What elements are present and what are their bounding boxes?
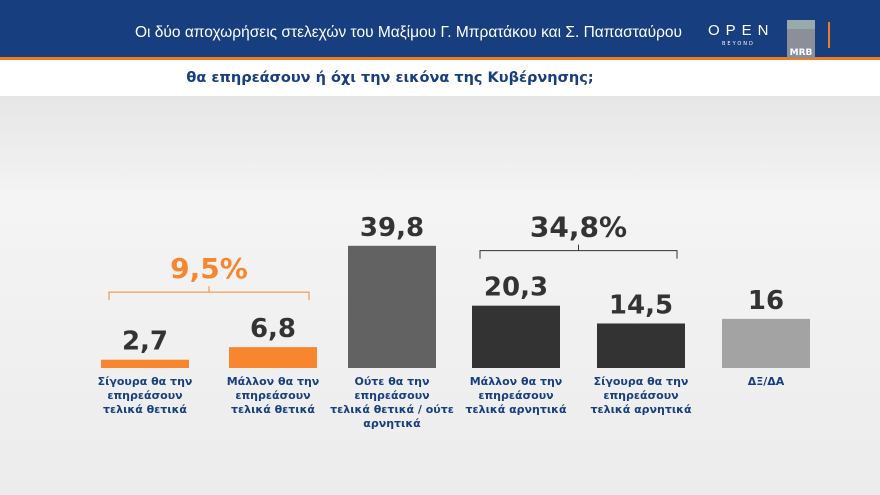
category-label: τελικά θετικά xyxy=(103,403,187,416)
category-label: επηρεάσουν xyxy=(478,389,553,402)
category-label: τελικά αρνητικά xyxy=(590,403,691,416)
category-label: Μάλλον θα την xyxy=(227,375,320,388)
group-bracket xyxy=(479,244,678,259)
category-label: Σίγουρα θα την xyxy=(98,375,193,388)
header-bar: Οι δύο αποχωρήσεις στελεχών του Μαξίμου … xyxy=(0,0,880,60)
category-label: επηρεάσουν xyxy=(235,389,310,402)
data-label: 20,3 xyxy=(484,273,548,303)
group-total-label: 34,8% xyxy=(530,211,627,244)
category-label: τελικά θετικά xyxy=(231,403,315,416)
category-label: Σίγουρα θα την xyxy=(594,375,689,388)
data-label: 2,7 xyxy=(122,327,168,357)
group-total-label: 9,5% xyxy=(170,252,248,285)
bar xyxy=(101,359,189,368)
data-label: 16 xyxy=(748,286,784,316)
data-label: 6,8 xyxy=(250,314,296,344)
category-label: Μάλλον θα την xyxy=(470,375,563,388)
bar xyxy=(229,347,317,368)
data-label: 39,8 xyxy=(360,213,424,243)
category-label: αρνητικά xyxy=(363,417,421,430)
subtitle-bar: θα επηρεάσουν ή όχι την εικόνα της Κυβέρ… xyxy=(0,60,880,96)
open-logo: OPEN xyxy=(708,22,775,39)
bar xyxy=(597,323,685,368)
group-bracket xyxy=(108,286,310,301)
header-title: Οι δύο αποχωρήσεις στελεχών του Μαξίμου … xyxy=(134,24,682,41)
category-label: επηρεάσουν xyxy=(107,389,182,402)
open-logo-beyond: BEYOND xyxy=(722,41,755,47)
category-label: τελικά θετικά / ούτε xyxy=(330,403,454,416)
divider xyxy=(828,22,830,48)
bar xyxy=(722,318,810,368)
chart-subtitle: θα επηρεάσουν ή όχι την εικόνα της Κυβέρ… xyxy=(186,70,594,86)
data-label: 14,5 xyxy=(609,290,673,320)
category-label: Ούτε θα την xyxy=(354,375,429,388)
bar xyxy=(348,245,436,368)
category-label: επηρεάσουν xyxy=(354,389,429,402)
bar xyxy=(472,305,560,368)
category-label: τελικά αρνητικά xyxy=(465,403,566,416)
category-label: επηρεάσουν xyxy=(603,389,678,402)
mrb-logo: MRB xyxy=(787,20,815,58)
category-label: ΔΞ/ΔΑ xyxy=(748,375,785,388)
